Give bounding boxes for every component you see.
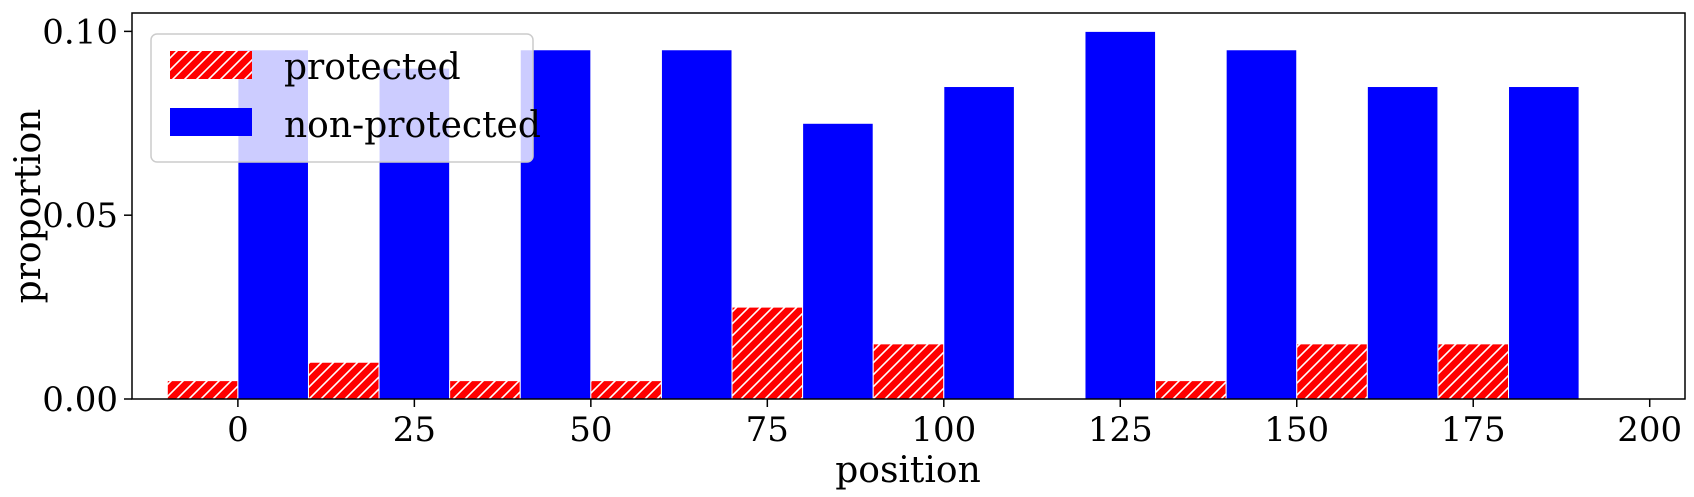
- bar-protected-1: [307, 361, 380, 400]
- bar-non-protected-8: [1366, 86, 1439, 400]
- legend: protected non-protected: [150, 33, 541, 163]
- bar-protected-8: [1296, 343, 1368, 400]
- legend-swatch-protected: [170, 51, 252, 79]
- bar-protected-3: [590, 380, 662, 400]
- bar-non-protected-2: [519, 49, 592, 400]
- x-axis: 0 25 50 75 100 125 150 175 200: [227, 399, 1682, 450]
- y-axis-label: proportion: [8, 109, 49, 304]
- x-tick-label-2: 50: [569, 410, 612, 450]
- x-tick-label-7: 175: [1441, 410, 1506, 450]
- legend-swatch-non-protected: [170, 108, 252, 136]
- x-tick-label-8: 200: [1617, 410, 1682, 450]
- x-axis-label: position: [835, 450, 981, 491]
- x-tick-label-4: 100: [911, 410, 976, 450]
- bar-non-protected-5: [943, 86, 1015, 400]
- bar-non-protected-7: [1225, 49, 1298, 400]
- bar-non-protected-6: [1084, 30, 1157, 400]
- plot-frame: [131, 12, 1686, 400]
- bar-protected-2: [449, 380, 521, 400]
- bar-non-protected-9: [1508, 86, 1580, 400]
- x-tick-label-0: 0: [227, 410, 249, 450]
- x-tick-label-1: 25: [393, 410, 436, 450]
- y-tick-label-1: 0.05: [42, 196, 118, 236]
- x-tick-label-3: 75: [746, 410, 789, 450]
- legend-label-protected: protected: [284, 47, 461, 88]
- legend-label-non-protected: non-protected: [284, 105, 541, 146]
- y-tick-label-0: 0.00: [42, 380, 118, 420]
- y-axis: 0.00 0.05 0.10: [42, 12, 132, 420]
- bar-protected-5: [872, 343, 945, 400]
- bar-protected-4: [731, 306, 804, 400]
- bar-protected-9: [1437, 343, 1510, 400]
- x-tick-label-5: 125: [1088, 410, 1153, 450]
- bar-non-protected-4: [802, 122, 874, 400]
- bar-protected-0: [166, 380, 239, 400]
- bar-non-protected-3: [660, 49, 733, 400]
- y-tick-label-2: 0.10: [42, 12, 118, 52]
- bar-protected-7: [1155, 380, 1227, 400]
- x-tick-label-6: 150: [1264, 410, 1329, 450]
